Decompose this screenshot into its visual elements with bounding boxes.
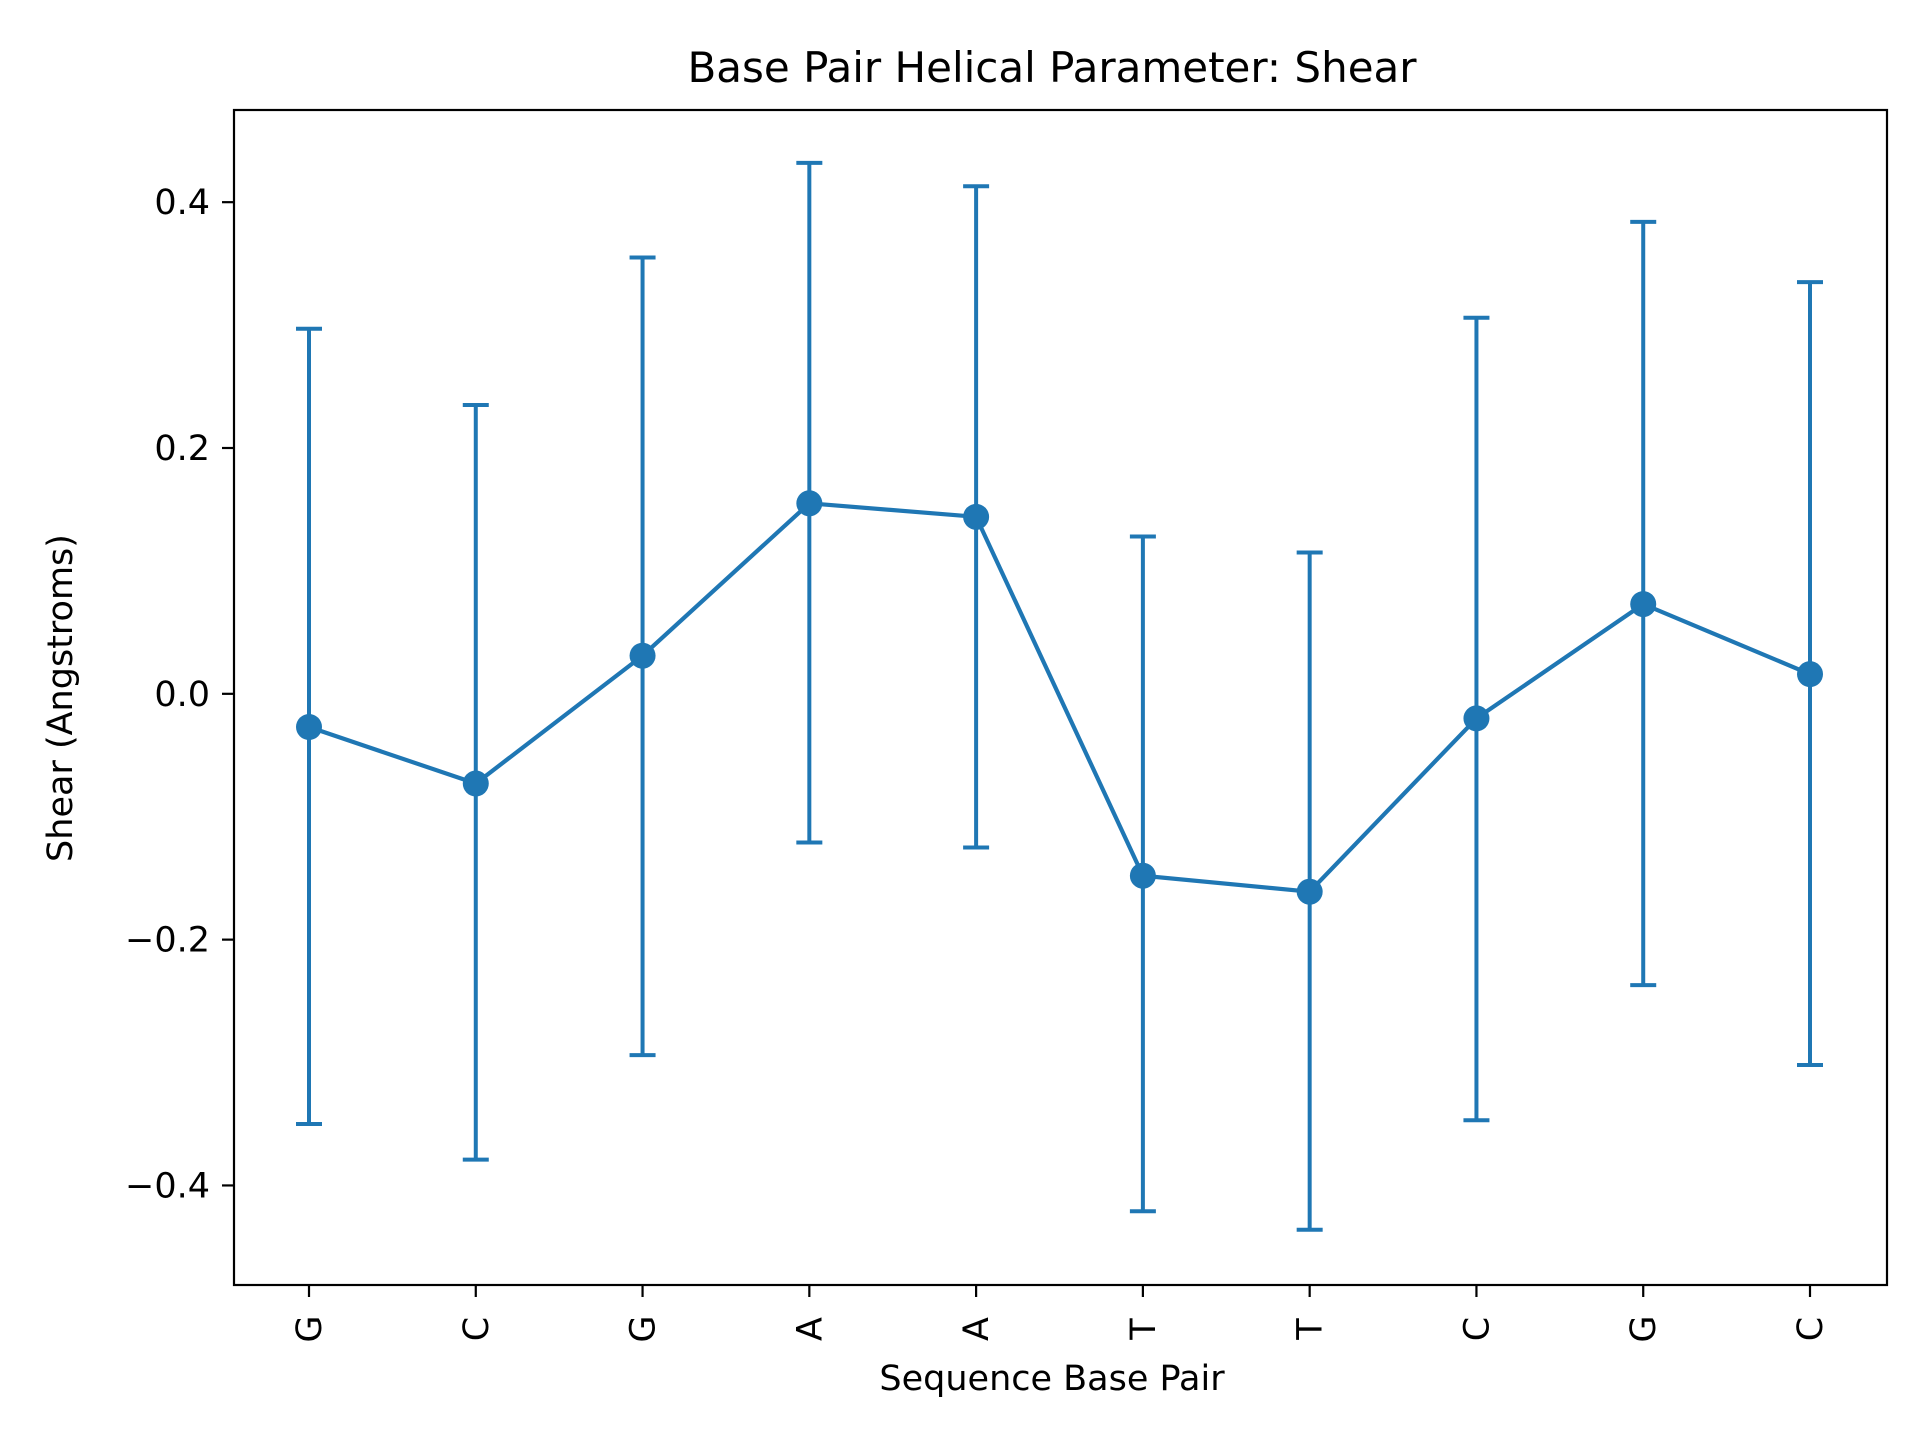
data-point (629, 642, 656, 669)
x-axis-label: Sequence Base Pair (879, 1359, 1225, 1399)
y-tick-label: −0.2 (125, 921, 210, 961)
x-tick-label: C (1791, 1317, 1831, 1341)
data-point (296, 713, 322, 740)
data-point (1797, 661, 1823, 688)
data-point (1129, 862, 1156, 889)
data-point (1630, 591, 1657, 618)
axis-ticks: G C G A A T T C G C −0.4 −0.2 0.0 0.2 0.4 (125, 183, 1831, 1342)
data-point (462, 770, 489, 797)
x-tick-label: A (790, 1317, 830, 1341)
data-point (1296, 878, 1323, 905)
x-tick-label: C (1457, 1317, 1497, 1341)
x-tick-label: C (457, 1317, 497, 1341)
plot-frame (232, 108, 1889, 1287)
x-tick-label: A (957, 1317, 997, 1341)
y-tick-label: −0.4 (125, 1166, 210, 1206)
plot-marks (296, 160, 1823, 1232)
chart-title: Base Pair Helical Parameter: Shear (687, 43, 1417, 92)
x-tick-label: G (624, 1315, 664, 1342)
series-line (308, 501, 1811, 894)
data-point (1463, 705, 1490, 732)
x-tick-label: T (1291, 1318, 1331, 1341)
data-point (963, 503, 990, 530)
data-point (796, 490, 823, 517)
x-tick-label: G (290, 1315, 330, 1342)
x-tick-label: T (1124, 1318, 1164, 1341)
y-axis-label: Shear (Angstroms) (41, 534, 81, 862)
y-tick-label: 0.2 (154, 429, 210, 469)
y-tick-label: 0.4 (154, 183, 210, 223)
x-tick-label: G (1624, 1315, 1664, 1342)
y-tick-label: 0.0 (154, 675, 210, 715)
